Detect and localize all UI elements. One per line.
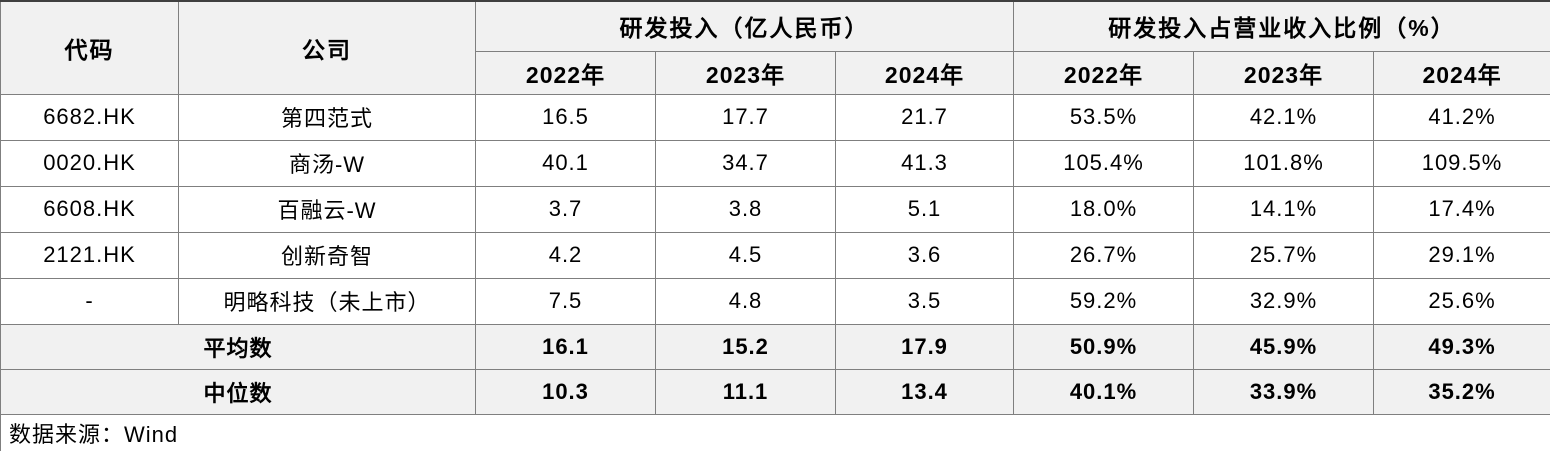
- header-row-years: 2022年 2023年 2024年 2022年 2023年 2024年: [1, 50, 1550, 95]
- header-ratio-year-2023: 2023年: [1193, 50, 1375, 95]
- summary-label-median: 中位数: [0, 368, 476, 415]
- cell-rd-2022: 3.7: [475, 185, 656, 233]
- cell-code: 6608.HK: [0, 185, 179, 233]
- summary-row-median: 中位数 10.3 11.1 13.4 40.1% 33.9% 35.2%: [0, 368, 1550, 415]
- header-rd-year-2024: 2024年: [834, 50, 1015, 95]
- cell-ratio-2022: 105.4%: [1013, 139, 1195, 187]
- cell-ratio-2024: 17.4%: [1373, 185, 1550, 233]
- cell-code: 6682.HK: [0, 93, 179, 141]
- cell-ratio-2022: 26.7%: [1013, 231, 1195, 279]
- cell-ratio-2023: 33.9%: [1193, 368, 1375, 415]
- cell-ratio-2023: 42.1%: [1193, 93, 1375, 141]
- cell-rd-2022: 16.1: [475, 323, 656, 370]
- header-rd-year-2022: 2022年: [475, 50, 656, 95]
- cell-rd-2023: 34.7: [655, 139, 836, 187]
- cell-rd-2022: 16.5: [475, 93, 656, 141]
- cell-ratio-2023: 14.1%: [1193, 185, 1375, 233]
- cell-ratio-2023: 101.8%: [1193, 139, 1375, 187]
- cell-rd-2024: 5.1: [834, 185, 1015, 233]
- header-ratio-group: 研发投入占营业收入比例（%）: [1013, 0, 1550, 52]
- cell-ratio-2022: 50.9%: [1013, 323, 1195, 370]
- header-rd-year-2023: 2023年: [655, 50, 836, 95]
- table-row-0020hk: 0020.HK 商汤-W 40.1 34.7 41.3 105.4% 101.8…: [0, 139, 1550, 187]
- cell-rd-2022: 7.5: [475, 277, 656, 325]
- table-row-minglue: - 明略科技（未上市） 7.5 4.8 3.5 59.2% 32.9% 25.6…: [0, 277, 1550, 325]
- cell-rd-2023: 15.2: [655, 323, 836, 370]
- cell-rd-2024: 41.3: [834, 139, 1015, 187]
- cell-rd-2023: 11.1: [655, 368, 836, 415]
- cell-rd-2023: 4.8: [655, 277, 836, 325]
- table-row-6608hk: 6608.HK 百融云-W 3.7 3.8 5.1 18.0% 14.1% 17…: [0, 185, 1550, 233]
- cell-ratio-2024: 35.2%: [1373, 368, 1550, 415]
- cell-rd-2024: 3.6: [834, 231, 1015, 279]
- cell-ratio-2024: 25.6%: [1373, 277, 1550, 325]
- cell-code: 0020.HK: [0, 139, 179, 187]
- cell-ratio-2023: 25.7%: [1193, 231, 1375, 279]
- header-row-groups: 代码 公司 研发投入（亿人民币） 研发投入占营业收入比例（%）: [0, 0, 1550, 95]
- cell-company: 创新奇智: [178, 231, 476, 279]
- cell-code: -: [0, 277, 179, 325]
- header-ratio-year-2022: 2022年: [1013, 50, 1195, 95]
- header-company: 公司: [178, 0, 476, 95]
- cell-rd-2024: 13.4: [834, 368, 1015, 415]
- header-code: 代码: [0, 0, 179, 95]
- cell-rd-2023: 3.8: [655, 185, 836, 233]
- cell-rd-2023: 4.5: [655, 231, 836, 279]
- header-ratio-year-2024: 2024年: [1373, 50, 1550, 95]
- cell-company: 百融云-W: [178, 185, 476, 233]
- cell-rd-2023: 17.7: [655, 93, 836, 141]
- cell-ratio-2022: 59.2%: [1013, 277, 1195, 325]
- cell-ratio-2024: 109.5%: [1373, 139, 1550, 187]
- summary-row-average: 平均数 16.1 15.2 17.9 50.9% 45.9% 49.3%: [0, 323, 1550, 370]
- source-row: 数据来源：Wind: [0, 413, 1550, 451]
- table-row-6682hk: 6682.HK 第四范式 16.5 17.7 21.7 53.5% 42.1% …: [0, 93, 1550, 141]
- cell-ratio-2022: 40.1%: [1013, 368, 1195, 415]
- cell-ratio-2022: 53.5%: [1013, 93, 1195, 141]
- header-rd-group: 研发投入（亿人民币）: [474, 0, 1015, 52]
- summary-label-average: 平均数: [0, 323, 476, 370]
- cell-rd-2022: 4.2: [475, 231, 656, 279]
- cell-ratio-2022: 18.0%: [1013, 185, 1195, 233]
- cell-company: 明略科技（未上市）: [178, 277, 476, 325]
- cell-rd-2024: 21.7: [834, 93, 1015, 141]
- cell-ratio-2023: 45.9%: [1193, 323, 1375, 370]
- cell-company: 第四范式: [178, 93, 476, 141]
- cell-company: 商汤-W: [178, 139, 476, 187]
- cell-ratio-2023: 32.9%: [1193, 277, 1375, 325]
- cell-rd-2022: 10.3: [475, 368, 656, 415]
- cell-ratio-2024: 29.1%: [1373, 231, 1550, 279]
- cell-rd-2024: 3.5: [834, 277, 1015, 325]
- cell-code: 2121.HK: [0, 231, 179, 279]
- cell-ratio-2024: 49.3%: [1373, 323, 1550, 370]
- cell-rd-2024: 17.9: [834, 323, 1015, 370]
- cell-ratio-2024: 41.2%: [1373, 93, 1550, 141]
- cell-rd-2022: 40.1: [475, 139, 656, 187]
- source-note: 数据来源：Wind: [0, 413, 1550, 451]
- table-row-2121hk: 2121.HK 创新奇智 4.2 4.5 3.6 26.7% 25.7% 29.…: [0, 231, 1550, 279]
